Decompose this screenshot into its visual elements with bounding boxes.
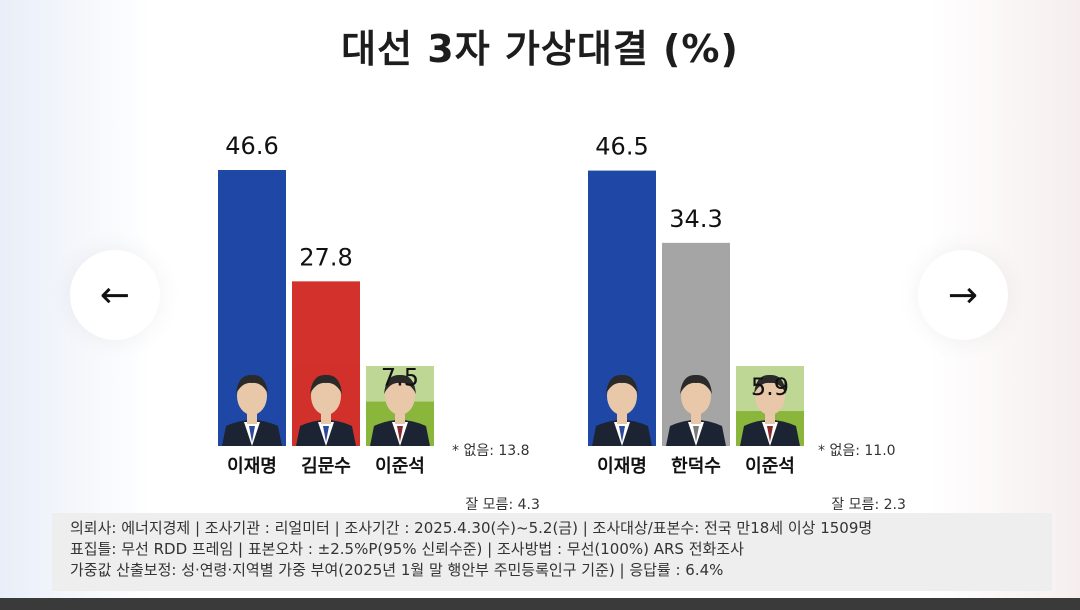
chart-1-candidate-photo-2 (292, 366, 360, 446)
survey-info-box: 의뢰사: 에너지경제 | 조사기관 : 리얼미터 | 조사기간 : 2025.4… (52, 513, 1052, 591)
arrow-left-icon: ← (99, 274, 131, 316)
arrow-right-icon: → (947, 274, 979, 316)
chart-1-value-label-1: 46.6 (225, 132, 278, 160)
chart-1-category-label-1: 이재명 (227, 456, 277, 477)
survey-info-line-1: 의뢰사: 에너지경제 | 조사기관 : 리얼미터 | 조사기간 : 2025.4… (70, 519, 873, 537)
next-arrow-button[interactable]: → (918, 250, 1008, 340)
survey-info-line-3: 가중값 산출보정: 성·연령·지역별 가중 부여(2025년 1월 말 행안부 … (70, 561, 724, 579)
chart-1-category-label-3: 이준석 (375, 456, 425, 477)
bottom-bar (0, 598, 1080, 610)
chart-2-category-label-2: 한덕수 (671, 456, 721, 477)
chart-1-value-label-3: 7.5 (381, 364, 419, 392)
chart-1-note-none: * 없음: 13.8 (452, 443, 530, 459)
chart-2-candidate-photo-2 (662, 366, 730, 446)
chart-2-value-label-3: 5.9 (751, 373, 789, 401)
chart-2-note-none: * 없음: 11.0 (818, 443, 896, 459)
chart-1-value-label-2: 27.8 (299, 243, 352, 271)
chart-2-candidate-photo-3 (736, 366, 804, 446)
survey-info-line-2: 표집틀: 무선 RDD 프레임 | 표본오차 : ±2.5%P(95% 신뢰수준… (70, 540, 744, 558)
charts-canvas: 46.6 이재명 27.8 김문수 7.5 이준석 46.5 이재명 34.3 한덕수 5.9 이준석 (218, 132, 804, 477)
chart-2-note: * 없음: 11.0 잘 모름: 2.3 (818, 406, 906, 532)
chart-title: 대선 3자 가상대결 (%) (341, 27, 739, 71)
chart-1-candidate-photo-1 (218, 366, 286, 446)
chart-1-category-label-2: 김문수 (301, 456, 351, 477)
chart-1-note: * 없음: 13.8 잘 모름: 4.3 (452, 406, 540, 532)
prev-arrow-button[interactable]: ← (70, 250, 160, 340)
chart-1-note-unknown: 잘 모름: 4.3 (452, 497, 540, 513)
chart-2-category-label-1: 이재명 (597, 456, 647, 477)
chart-2-value-label-1: 46.5 (595, 133, 648, 161)
chart-2-note-unknown: 잘 모름: 2.3 (818, 497, 906, 513)
chart-2-category-label-3: 이준석 (745, 456, 795, 477)
chart-2-value-label-2: 34.3 (669, 205, 722, 233)
chart-1-candidate-photo-3 (366, 366, 434, 446)
chart-2-candidate-photo-1 (588, 366, 656, 446)
